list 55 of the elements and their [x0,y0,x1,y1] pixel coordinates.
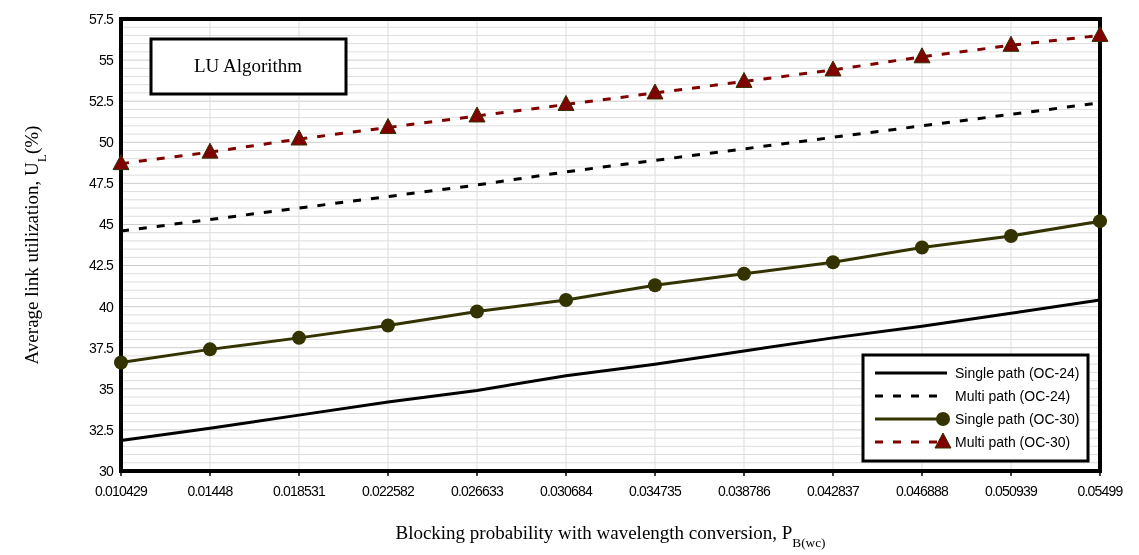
y-tick-label: 30 [99,462,114,479]
x-tick-label: 0.010429 [95,483,149,499]
legend-label: Multi path (OC-24) [955,387,1071,404]
y-tick-label: 52.5 [88,93,114,110]
point [646,83,664,100]
y-tick-label: 35 [99,380,114,397]
y-tick-label: 55 [99,51,114,68]
x-tick-label: 0.01448 [187,483,234,499]
point [1002,35,1020,52]
point [1004,228,1018,243]
text-box: LU Algorithm [149,37,348,96]
point [470,304,484,319]
x-tick-label: 0.05499 [1077,483,1124,499]
x-tick-label: 0.018531 [273,483,327,499]
point [826,255,840,270]
y-tick-label: 50 [99,134,114,151]
legend-label: Single path (OC-24) [955,364,1080,381]
point [112,154,130,171]
point [468,106,486,123]
legend-label: Single path (OC-30) [955,410,1080,427]
x-axis-title: Blocking probability with wavelength conversion, P$_{B(wc)}$ [395,522,826,550]
legend-label: Multi path (OC-30) [955,433,1071,450]
point [913,47,931,64]
x-tick-label: 0.046888 [896,483,950,499]
point [201,142,219,159]
point [203,342,217,357]
point [915,240,929,255]
y-tick-label: 40 [99,298,114,315]
point [290,129,308,146]
point [1093,214,1107,229]
point [292,330,306,345]
y-tick-label: 42.5 [88,257,114,274]
x-tick-label: 0.034735 [629,483,683,499]
point [737,266,751,281]
y-tick-label: 32.5 [88,421,114,438]
x-tick-label: 0.038786 [718,483,772,499]
x-tick-label: 0.030684 [540,483,594,499]
y-tick-label: 45 [99,216,114,233]
point [1091,25,1109,42]
x-tick-label: 0.042837 [807,483,861,499]
point [381,318,395,333]
point [379,117,397,134]
x-tick-label: 0.022582 [362,483,416,499]
point [114,355,128,370]
annotation: LU Algorithm [193,55,303,76]
y-tick-label: 57.5 [88,10,114,27]
point [559,293,573,308]
x-tick-label: 0.050939 [985,483,1039,499]
x-tick-label: 0.026633 [451,483,505,499]
point [648,278,662,293]
point [824,60,842,77]
y-tick-label: 37.5 [88,339,114,356]
point [557,94,575,111]
point [735,71,753,88]
y-tick-label: 47.5 [88,175,114,192]
